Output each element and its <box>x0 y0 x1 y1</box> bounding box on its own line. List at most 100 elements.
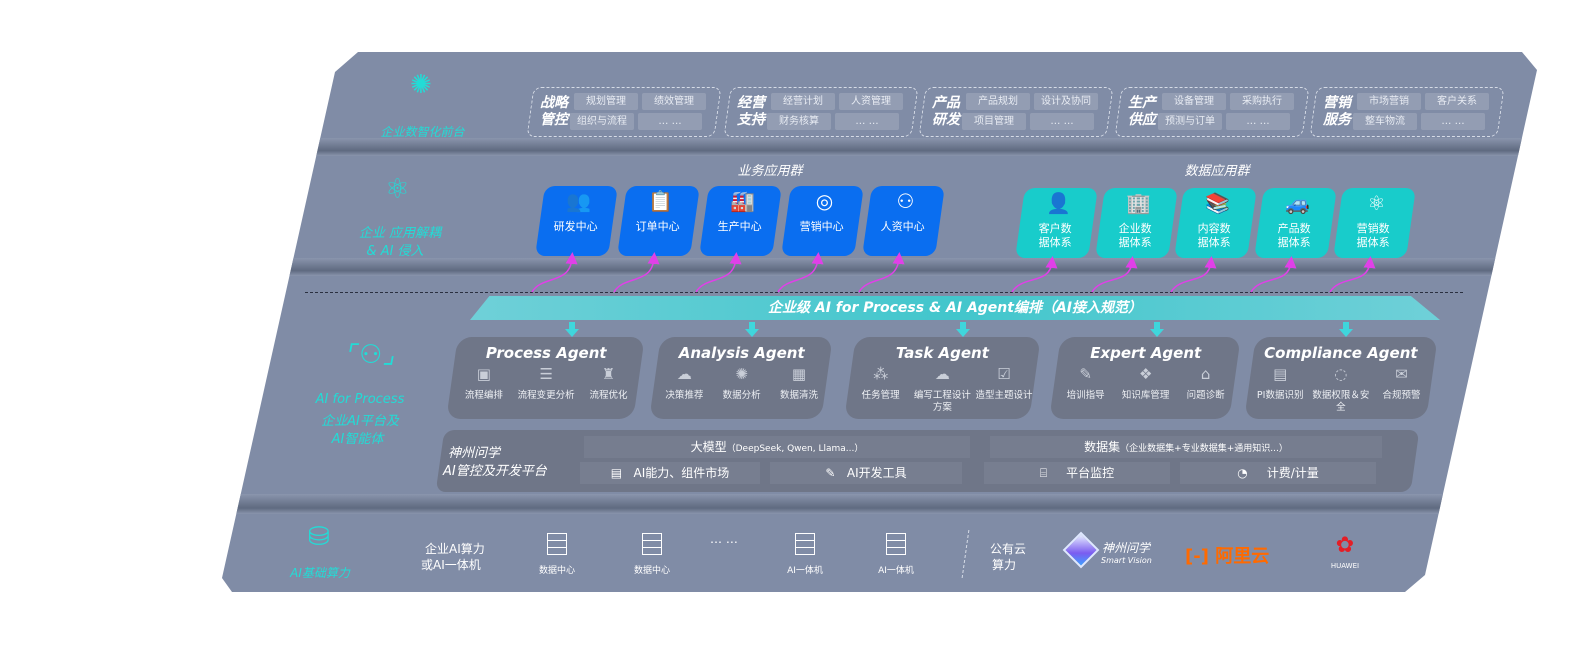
agent-feature[interactable]: ✉ 合规预警 <box>1372 365 1432 414</box>
feature-label: 流程编排 <box>464 390 503 401</box>
feature-icon: ☑ <box>997 365 1011 383</box>
agent-card[interactable]: Expert Agent ✎ 培训指导 ❖ 知识库管理 ⌂ 问题诊断 <box>1049 337 1241 419</box>
agent-feature[interactable]: ☁ 决策推荐 <box>656 365 713 402</box>
agent-card[interactable]: Task Agent ⁂ 任务管理 ☁ 编写工程设计方案 ☑ 造型主题设计 <box>844 337 1041 419</box>
front-item-chip[interactable]: 规划管理 <box>574 93 638 110</box>
feature-label: PI数据识别 <box>1256 390 1304 401</box>
agent-feature[interactable]: ☁ 编写工程设计方案 <box>912 365 972 414</box>
server: 数据中心 <box>622 533 682 576</box>
agent-feature[interactable]: ♜ 流程优化 <box>579 365 639 402</box>
agent-feature[interactable]: ❖ 知识库管理 <box>1116 365 1176 402</box>
server-icon <box>886 533 906 555</box>
front-item-chip[interactable]: … … <box>1030 113 1094 130</box>
front-item-chip[interactable]: 人资管理 <box>839 93 903 110</box>
agent-feature[interactable]: ⌂ 问题诊断 <box>1176 365 1236 402</box>
server: AI一体机 <box>866 533 926 576</box>
agent-feature[interactable]: ☰ 流程变更分析 <box>516 365 576 402</box>
feature-label: 合规预警 <box>1382 390 1421 401</box>
agent-feature[interactable]: ✎ 培训指导 <box>1056 365 1116 402</box>
agent-content: Compliance Agent ▤ PI数据识别 ◌ 数据权限＆安全 ✉ 合规预警 <box>1250 344 1432 414</box>
agent-content: Analysis Agent ☁ 决策推荐 ✺ 数据分析 ▦ 数据清洗 <box>656 344 828 402</box>
front-item-chip[interactable]: 预测与订单 <box>1158 113 1222 130</box>
database-icon: ⛁ <box>308 522 330 552</box>
front-item-chip[interactable]: 采购执行 <box>1230 93 1294 110</box>
feature-icon: ♜ <box>601 365 616 383</box>
user-scan-icon: ⌜⚇⌟ <box>347 340 395 370</box>
agent-title: Compliance Agent <box>1264 344 1418 362</box>
dataset-note: （企业数据集+专业数据集+通用知识...） <box>1120 444 1288 454</box>
agent-feature[interactable]: ▣ 流程编排 <box>454 365 514 402</box>
huawei-text: HUAWEI <box>1330 562 1360 570</box>
feature-icon: ▦ <box>791 365 807 383</box>
feature-icon: ☁ <box>934 365 950 383</box>
component-market-button[interactable]: ▤ AI能力、组件市场 <box>580 462 760 484</box>
agent-feature[interactable]: ⁂ 任务管理 <box>851 365 911 414</box>
feature-icon: ✉ <box>1395 365 1408 383</box>
ai-layer-label-3: AI智能体 <box>331 432 384 447</box>
feature-icon: ◌ <box>1334 365 1348 383</box>
agent-feature[interactable]: ✺ 数据分析 <box>713 365 770 402</box>
front-item-chip[interactable]: 绩效管理 <box>642 93 706 110</box>
front-item-chip[interactable]: 组织与流程 <box>570 113 634 130</box>
tool-label: 平台监控 <box>1066 466 1115 480</box>
agent-feature[interactable]: ☑ 造型主题设计 <box>974 365 1034 414</box>
front-item-chip[interactable]: … … <box>638 113 702 130</box>
agent-title: Expert Agent <box>1090 344 1202 362</box>
platform-monitor-button[interactable]: ⌸ 平台监控 <box>984 462 1170 484</box>
platform-title-1: 神州问学 <box>448 446 501 461</box>
front-item-chip[interactable]: 产品规划 <box>966 93 1030 110</box>
front-item-chip[interactable]: 设计及协同 <box>1034 93 1098 110</box>
front-item-chip[interactable]: … … <box>1421 113 1485 130</box>
feature-label: 造型主题设计 <box>975 390 1033 401</box>
agent-card[interactable]: Analysis Agent ☁ 决策推荐 ✺ 数据分析 ▦ 数据清洗 <box>649 337 833 419</box>
agent-card[interactable]: Process Agent ▣ 流程编排 ☰ 流程变更分析 ♜ 流程优化 <box>446 337 645 419</box>
banner-text: 企业级 AI for Process & AI Agent编排（AI接入规范） <box>767 300 1143 316</box>
aliyun-text: 阿里云 <box>1215 546 1270 567</box>
agent-feature[interactable]: ▦ 数据清洗 <box>770 365 827 402</box>
tool-label: 计费/计量 <box>1266 466 1319 480</box>
feature-label: 编写工程设计方案 <box>913 390 971 413</box>
front-layer-label: 企业数智化前台 <box>380 125 465 139</box>
layer-divider <box>222 138 1537 156</box>
enterprise-compute-1: 企业AI算力 <box>425 542 485 556</box>
agent-title: Process Agent <box>485 344 607 362</box>
dashed-divider <box>305 292 1463 293</box>
front-item-chip[interactable]: 项目管理 <box>962 113 1026 130</box>
front-item-chip[interactable]: 设备管理 <box>1162 93 1226 110</box>
front-item-chip[interactable]: … … <box>835 113 899 130</box>
agent-feature[interactable]: ▤ PI数据识别 <box>1250 365 1310 414</box>
feature-icon: ❖ <box>1138 365 1153 383</box>
tool-label: AI开发工具 <box>846 466 907 480</box>
feature-label: 数据清洗 <box>780 390 819 401</box>
dev-tool-icon: ✎ <box>825 466 840 480</box>
agent-card[interactable]: Compliance Agent ▤ PI数据识别 ◌ 数据权限＆安全 ✉ 合规预警 <box>1244 337 1438 419</box>
dataset-label: 数据集 <box>1084 440 1121 454</box>
enterprise-compute-2: 或AI一体机 <box>421 558 481 572</box>
feature-icon: ▣ <box>476 365 491 383</box>
tool-label: AI能力、组件市场 <box>633 466 730 480</box>
server-icon <box>547 533 567 555</box>
feature-label: 决策推荐 <box>665 390 704 401</box>
feature-label: 培训指导 <box>1066 390 1105 401</box>
infra-layer-label: AI基础算力 <box>290 566 350 580</box>
billing-button[interactable]: ◔ 计费/计量 <box>1180 462 1376 484</box>
front-item-chip[interactable]: 市场营销 <box>1357 93 1421 110</box>
server-label: AI一体机 <box>787 566 823 576</box>
monitor-icon: ⌸ <box>1039 466 1051 480</box>
data-apps-title: 数据应用群 <box>1184 164 1250 179</box>
apps-layer-label-1: 企业 应用解耦 <box>358 226 442 241</box>
dev-tools-button[interactable]: ✎ AI开发工具 <box>770 462 962 484</box>
agent-features: ▣ 流程编排 ☰ 流程变更分析 ♜ 流程优化 <box>453 365 640 402</box>
front-item-chip[interactable]: … … <box>1226 113 1290 130</box>
public-cloud-2: 算力 <box>992 558 1017 572</box>
server: 数据中心 <box>527 533 587 576</box>
front-item-chip[interactable]: 经营计划 <box>771 93 835 110</box>
front-item-chip[interactable]: 客户关系 <box>1425 93 1489 110</box>
front-item-chip[interactable]: 整车物流 <box>1353 113 1417 130</box>
market-icon: ▤ <box>610 466 626 480</box>
molecule-icon: ⚛ <box>385 172 410 205</box>
agent-feature[interactable]: ◌ 数据权限＆安全 <box>1311 365 1371 414</box>
front-group-title: 战略管控 <box>540 95 568 128</box>
front-item-chip[interactable]: 财务核算 <box>767 113 831 130</box>
